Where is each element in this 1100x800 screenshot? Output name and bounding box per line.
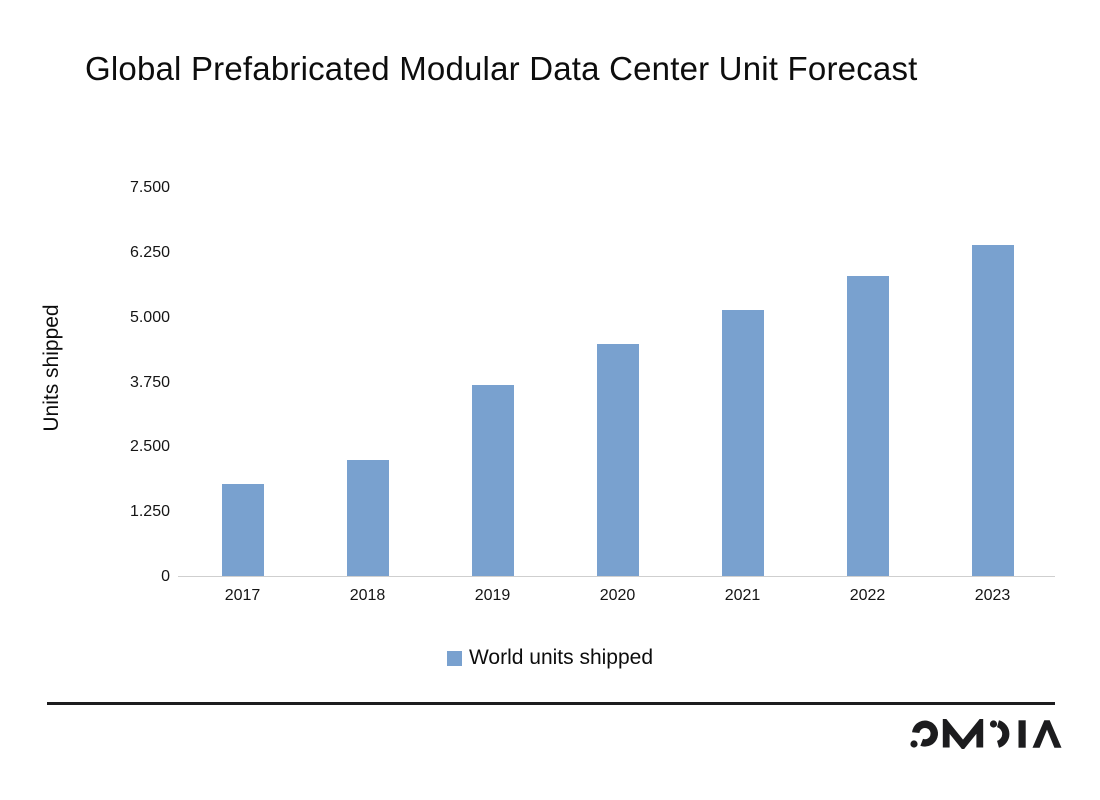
x-tick-label: 2023 (974, 587, 1011, 604)
logo-letter-a (1032, 720, 1062, 748)
legend-swatch-icon (446, 650, 462, 666)
bar-slot-2019 (430, 188, 555, 577)
logo-letter-i (1018, 720, 1026, 748)
x-axis-line (178, 576, 1055, 577)
logo-letter-o (910, 720, 939, 748)
y-tick-label: 7.500 (129, 179, 170, 196)
chart-title: Global Prefabricated Modular Data Center… (85, 50, 918, 87)
footer-divider-line (47, 702, 1055, 705)
y-axis-ticks: 0 1.250 2.500 3.750 5.000 6.250 7.500 (95, 179, 170, 585)
bars (180, 188, 1055, 577)
bar-2018 (346, 460, 389, 577)
x-tick-label: 2017 (224, 587, 261, 604)
y-tick-label: 1.250 (129, 503, 170, 521)
bar-slot-2018 (305, 188, 430, 577)
x-tick-label: 2020 (599, 587, 636, 604)
x-tick-label: 2022 (849, 587, 886, 604)
y-tick-label: 0 (161, 568, 170, 585)
x-tick-label: 2019 (474, 587, 511, 604)
bar-slot-2017 (180, 188, 305, 577)
plot-area (178, 188, 1055, 577)
logo-letter-m (942, 719, 984, 749)
bar-2022 (846, 276, 889, 577)
x-axis-labels: 2017 2018 2019 2020 2021 2022 2023 (180, 587, 1055, 605)
y-tick-label: 6.250 (129, 243, 170, 261)
legend-label: World units shipped (468, 646, 654, 669)
bar-slot-2020 (555, 188, 680, 577)
y-tick-label: 5.000 (129, 308, 170, 326)
bar-slot-2022 (805, 188, 930, 577)
x-tick-label: 2018 (349, 587, 386, 604)
bar-slot-2023 (930, 188, 1055, 577)
y-tick-label: 3.750 (129, 373, 170, 391)
y-axis-title: Units shipped (40, 304, 63, 432)
bar-2017 (221, 483, 264, 577)
bar-2019 (471, 385, 514, 577)
bar-2023 (971, 245, 1014, 577)
y-tick-label: 2.500 (129, 438, 170, 456)
omdia-logo (910, 719, 1062, 749)
legend: World units shipped (0, 646, 1100, 670)
bar-slot-2021 (680, 188, 805, 577)
x-tick-label: 2021 (724, 587, 761, 604)
bar-2020 (596, 343, 639, 577)
logo-letter-d (989, 720, 1010, 748)
bar-2021 (721, 309, 764, 577)
